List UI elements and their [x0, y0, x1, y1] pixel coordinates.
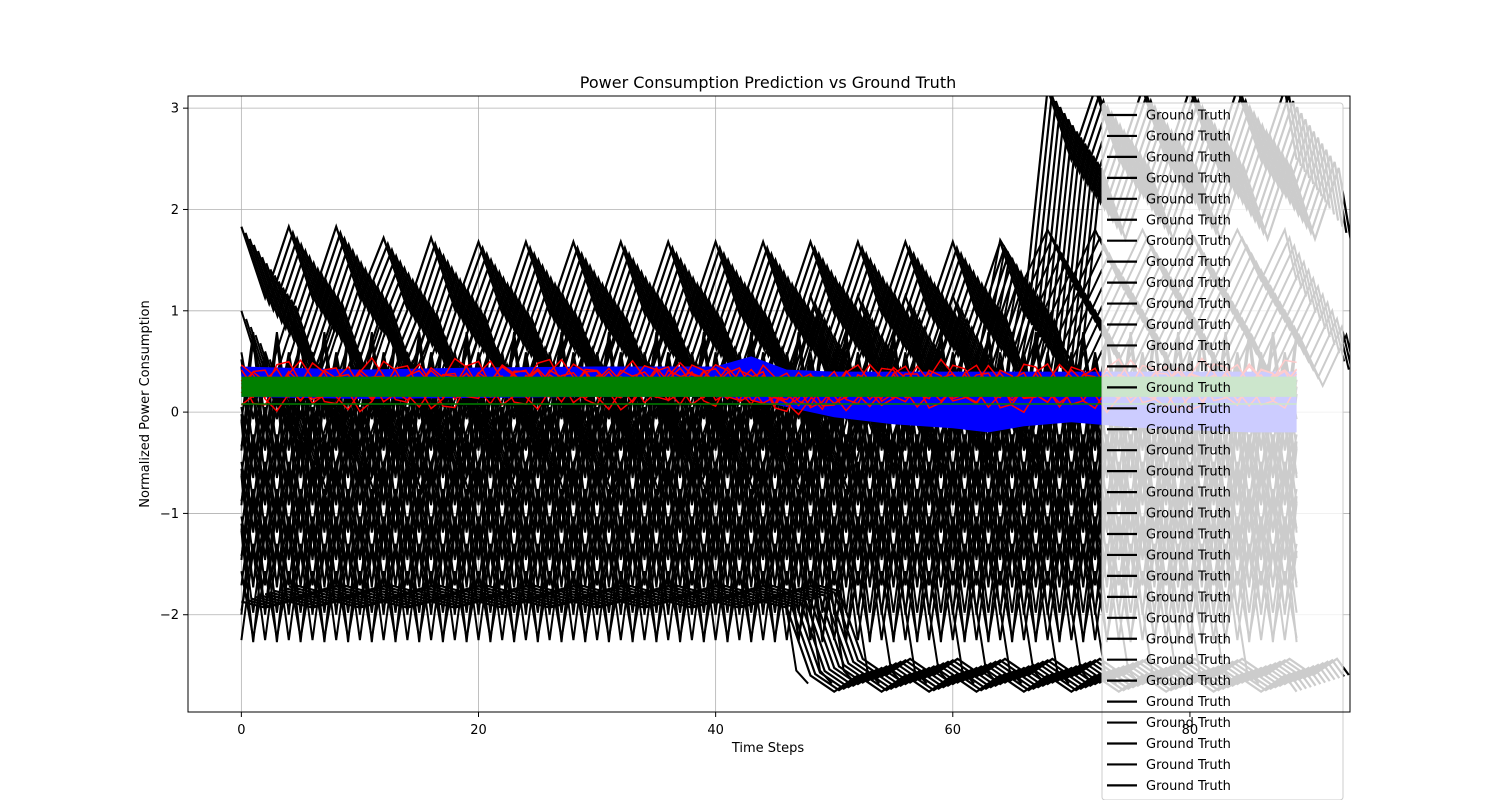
ground-truth-line — [999, 609, 1023, 685]
x-axis-label: Time Steps — [731, 741, 805, 756]
legend-label: Ground Truth — [1146, 171, 1231, 186]
legend-label: Ground Truth — [1146, 255, 1231, 270]
legend: Ground Truth Ground Truth Ground Truth Grou… — [1101, 102, 1344, 800]
legend-label: Ground Truth — [1146, 381, 1231, 396]
legend-label: Ground Truth — [1146, 507, 1231, 522]
legend-label: Ground Truth — [1146, 129, 1231, 144]
ground-truth-line — [880, 609, 904, 685]
ground-truth-line — [1022, 609, 1047, 685]
legend-label: Ground Truth — [1146, 402, 1231, 417]
legend-box — [1101, 102, 1344, 800]
legend-label: Ground Truth — [1146, 611, 1231, 626]
axis-ticks: 0 20 40 60 80 −2 −1 0 1 2 3 — [160, 102, 1198, 738]
x-tick-label: 20 — [470, 723, 487, 738]
legend-label: Ground Truth — [1146, 716, 1231, 731]
ground-truth-line — [975, 609, 999, 685]
legend-label: Ground Truth — [1146, 213, 1231, 228]
y-tick-label: 0 — [171, 406, 179, 421]
legend-label: Ground Truth — [1146, 360, 1231, 375]
y-tick-label: 1 — [171, 304, 179, 319]
x-tick-label: 40 — [707, 723, 724, 738]
x-tick-label: 60 — [945, 723, 962, 738]
legend-label: Ground Truth — [1146, 653, 1231, 668]
ground-truth-line — [904, 609, 928, 685]
legend-label: Ground Truth — [1146, 276, 1231, 291]
legend-label: Ground Truth — [1146, 297, 1231, 312]
legend-label: Ground Truth — [1146, 590, 1231, 605]
legend-label: Ground Truth — [1146, 109, 1231, 124]
x-tick-label: 0 — [237, 723, 245, 738]
y-axis-label: Normalized Power Consumption — [138, 300, 153, 507]
legend-label: Ground Truth — [1146, 758, 1231, 773]
legend-label: Ground Truth — [1146, 528, 1231, 543]
ground-truth-line — [1070, 609, 1094, 685]
legend-label: Ground Truth — [1146, 569, 1231, 584]
legend-label: Ground Truth — [1146, 632, 1231, 647]
ground-truth-line — [951, 609, 975, 685]
plot-frame — [187, 95, 1351, 713]
legend-label: Ground Truth — [1146, 674, 1231, 689]
chart-title: Power Consumption Prediction vs Ground T… — [580, 73, 956, 92]
ground-truth-line — [928, 609, 952, 685]
legend-label: Ground Truth — [1146, 737, 1231, 752]
y-tick-label: 3 — [171, 102, 179, 117]
legend-label: Ground Truth — [1146, 192, 1231, 207]
baseline-band — [241, 376, 1297, 397]
ground-truth-line — [1046, 609, 1070, 685]
legend-label: Ground Truth — [1146, 318, 1231, 333]
legend-label: Ground Truth — [1146, 779, 1231, 794]
y-tick-label: 2 — [171, 203, 179, 218]
y-tick-label: −2 — [160, 608, 179, 623]
legend-label: Ground Truth — [1146, 695, 1231, 710]
legend-label: Ground Truth — [1146, 339, 1231, 354]
ground-truth-line — [833, 609, 857, 685]
x-tick-label: 80 — [1182, 723, 1199, 738]
ground-truth-line — [856, 609, 881, 685]
legend-label: Ground Truth — [1146, 486, 1231, 501]
y-tick-label: −1 — [160, 507, 179, 522]
ground-truth-line — [785, 609, 809, 685]
legend-label: Ground Truth — [1146, 234, 1231, 249]
legend-label: Ground Truth — [1146, 444, 1231, 459]
legend-label: Ground Truth — [1146, 150, 1231, 165]
legend-label: Ground Truth — [1146, 548, 1231, 563]
legend-label: Ground Truth — [1146, 423, 1231, 438]
legend-label: Ground Truth — [1146, 465, 1231, 480]
ground-truth-line — [809, 609, 833, 685]
